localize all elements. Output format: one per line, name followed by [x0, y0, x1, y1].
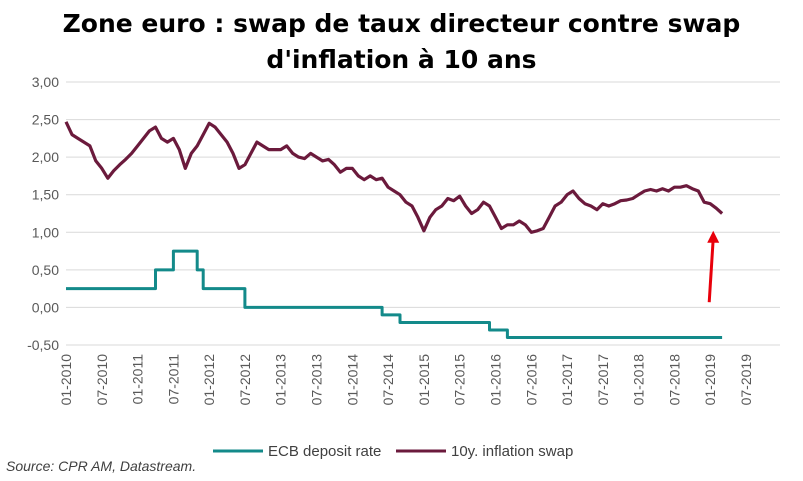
x-tick-label: 07-2012 [237, 354, 253, 406]
y-tick-label: 2,00 [32, 149, 59, 165]
y-tick-label: 2,50 [32, 112, 59, 128]
x-tick-label: 07-2015 [452, 354, 468, 406]
x-tick-label: 07-2014 [380, 354, 396, 406]
x-tick-label: 01-2014 [344, 354, 360, 406]
x-tick-label: 07-2011 [165, 354, 181, 405]
x-tick-label: 01-2012 [201, 354, 217, 406]
annotation-arrow-shaft [707, 238, 715, 303]
source-note: Source: CPR AM, Datastream. [6, 458, 197, 474]
chart-title-line-2: d'inflation à 10 ans [266, 45, 537, 74]
y-tick-label: 1,00 [32, 224, 59, 240]
series-line-ecb-deposit-rate [66, 249, 723, 339]
series-lines [64, 121, 724, 339]
chart-title: Zone euro : swap de taux directeur contr… [0, 6, 803, 78]
y-tick-label: 0,00 [32, 299, 59, 315]
x-tick-label: 07-2013 [309, 354, 325, 406]
x-tick-label: 01-2010 [58, 354, 74, 406]
y-tick-label: 0,50 [32, 262, 59, 278]
legend-label: 10y. inflation swap [451, 443, 573, 460]
x-tick-label: 01-2017 [559, 354, 575, 406]
x-tick-label: 01-2011 [130, 354, 146, 405]
annotation-arrow-head [707, 230, 720, 243]
legend-label: ECB deposit rate [268, 443, 381, 460]
x-tick-label: 01-2015 [416, 354, 432, 406]
grid-lines [66, 81, 780, 346]
x-tick-label: 07-2019 [738, 354, 754, 406]
y-tick-label: 1,50 [32, 187, 59, 203]
annotations [707, 230, 720, 303]
x-tick-label: 01-2016 [487, 354, 503, 406]
x-tick-label: 07-2016 [523, 354, 539, 406]
x-tick-label: 01-2019 [702, 354, 718, 406]
y-tick-label: 3,00 [32, 74, 59, 90]
chart-title-line-1: Zone euro : swap de taux directeur contr… [62, 9, 741, 38]
x-tick-label: 07-2010 [94, 354, 110, 406]
series-line-inflation-swap [64, 121, 724, 234]
legend: ECB deposit rate 10y. inflation swap [213, 443, 573, 460]
x-tick-label: 01-2013 [273, 354, 289, 406]
y-tick-label: -0,50 [27, 337, 59, 353]
x-tick-label: 07-2018 [666, 354, 682, 406]
y-axis-tick-labels: 3,00 2,50 2,00 1,50 1,00 0,50 0,00 -0,50 [27, 74, 59, 353]
x-tick-label: 07-2017 [595, 354, 611, 406]
x-tick-label: 01-2018 [631, 354, 647, 406]
x-axis-tick-labels: 01-2010 07-2010 01-2011 07-2011 01-2012 07-20… [58, 354, 754, 406]
